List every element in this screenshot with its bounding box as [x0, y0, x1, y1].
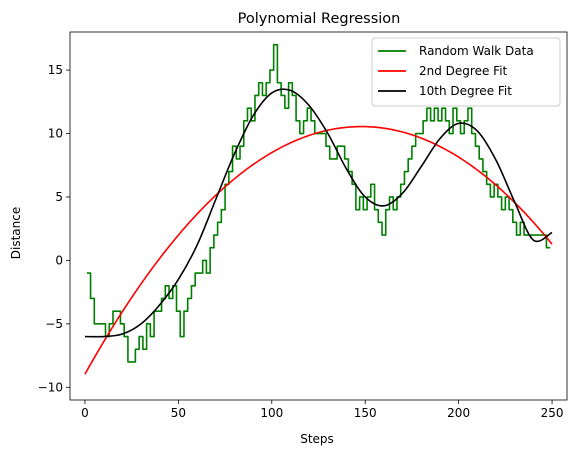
legend-label-2nd-degree-fit: 2nd Degree Fit: [419, 64, 508, 78]
plot-area: [84, 43, 553, 375]
series-line-10th-degree-fit: [84, 88, 553, 338]
x-tick-label: 250: [541, 406, 564, 420]
legend-label-random-walk-data: Random Walk Data: [419, 44, 534, 58]
axes: 0 50 100 150 200 250 −10 −5 0 5 10 15: [38, 31, 568, 420]
y-tick-label: 5: [55, 190, 63, 204]
legend: Random Walk Data 2nd Degree Fit 10th Degre…: [371, 37, 561, 107]
chart-title: Polynomial Regression: [238, 11, 401, 27]
plot-frame: [69, 31, 568, 401]
x-tick-label: 200: [447, 406, 470, 420]
y-tick-label: −5: [45, 317, 63, 331]
series-line-2nd-degree-fit: [84, 125, 553, 375]
x-tick-label: 50: [171, 406, 186, 420]
y-axis-label: Distance: [9, 207, 23, 259]
legend-box: [371, 37, 561, 107]
x-tick-label: 100: [260, 406, 283, 420]
y-tick-label: 10: [48, 127, 63, 141]
legend-label-10th-degree-fit: 10th Degree Fit: [419, 84, 512, 98]
y-tick-label: −10: [38, 380, 63, 394]
x-tick-label: 0: [81, 406, 89, 420]
y-tick-label: 0: [55, 253, 63, 267]
y-tick-label: 15: [48, 63, 63, 77]
x-tick-label: 150: [354, 406, 377, 420]
x-axis-label: Steps: [300, 432, 334, 446]
